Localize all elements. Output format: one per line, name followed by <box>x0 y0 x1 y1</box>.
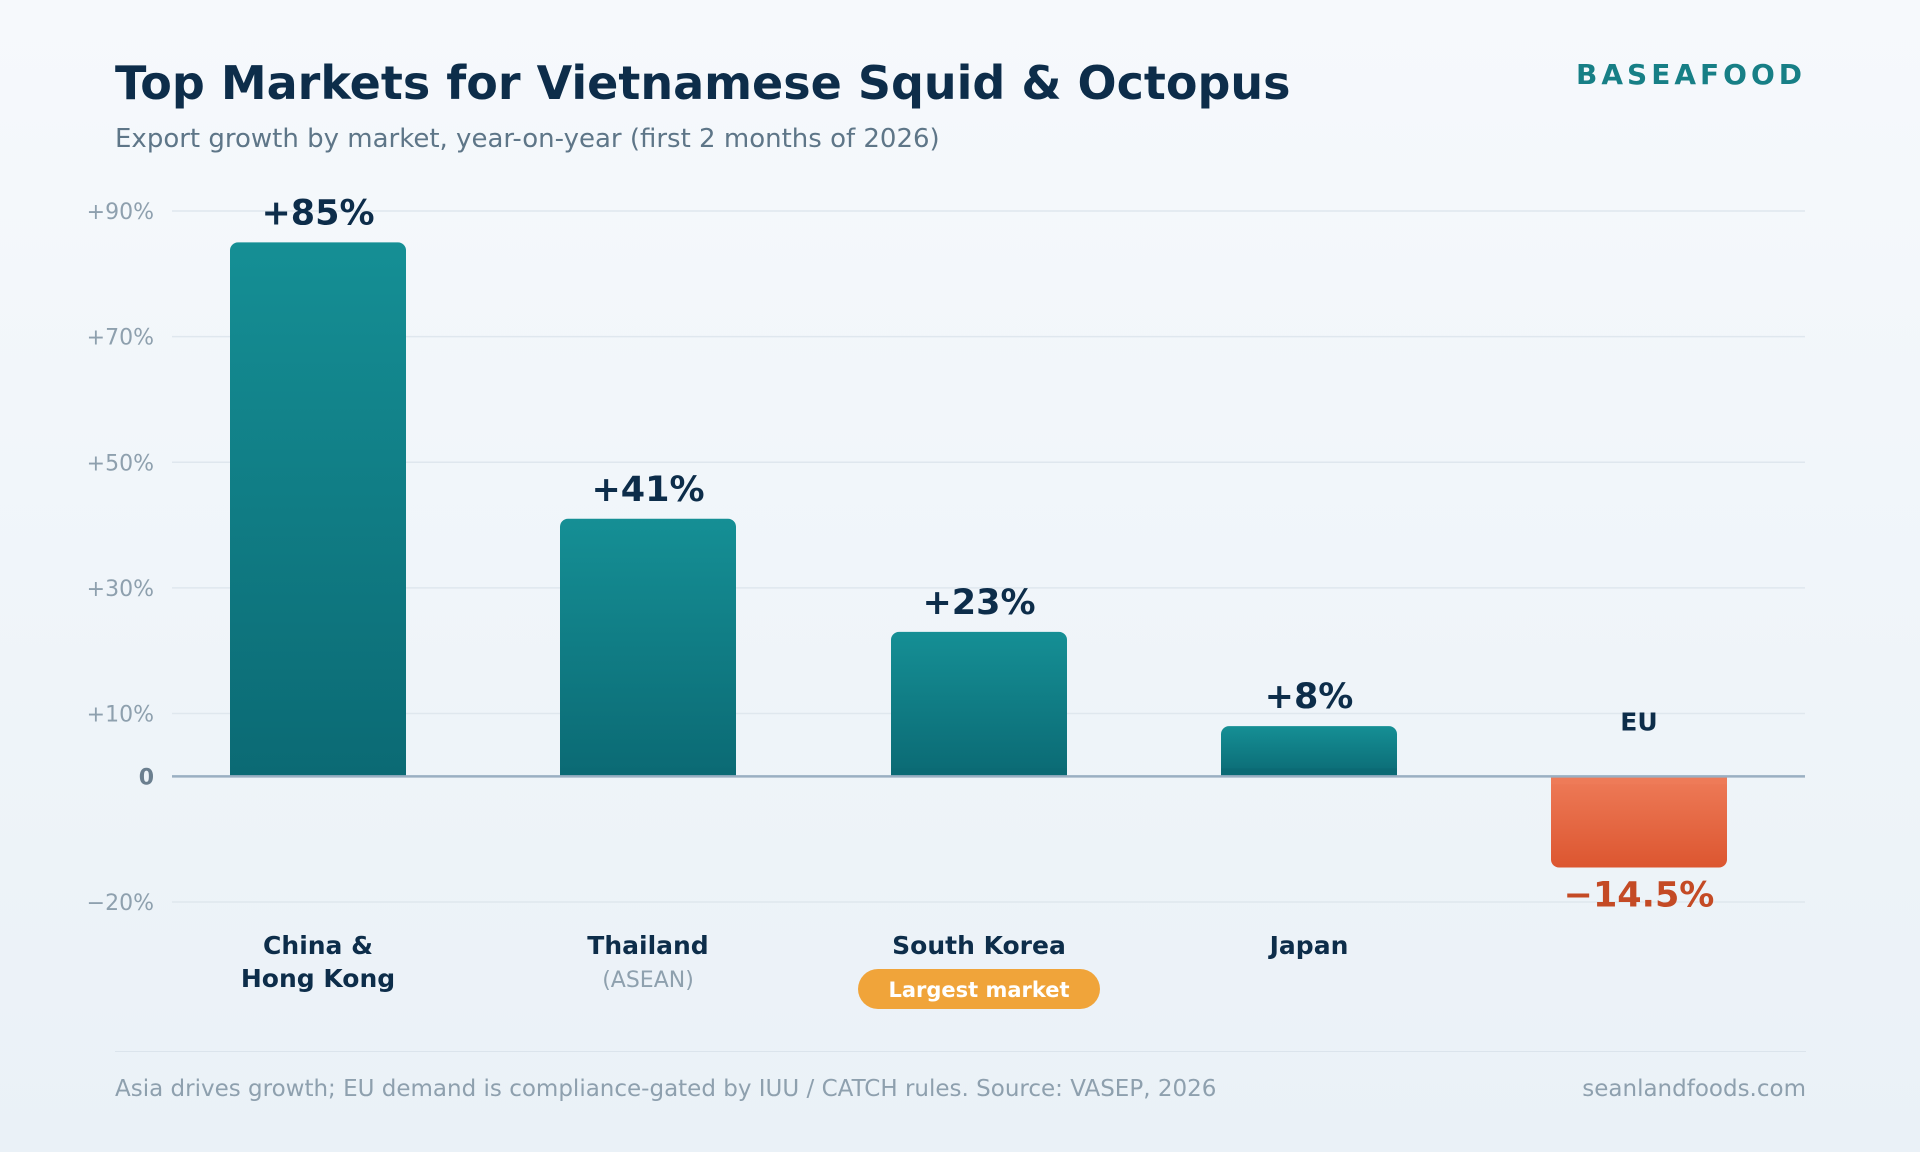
y-tick-label: +10% <box>87 703 154 728</box>
bar <box>891 631 1067 777</box>
footer-source-note: Asia drives growth; EU demand is complia… <box>115 1076 1217 1102</box>
category-label: Thailand <box>587 931 708 960</box>
bar <box>1221 726 1397 777</box>
category-label: EU <box>1620 707 1657 736</box>
category-label: Japan <box>1268 931 1349 960</box>
data-labels: +85% +41% +23% +8% −14.5% <box>261 193 1714 915</box>
data-label: +23% <box>922 583 1035 623</box>
bar-base <box>560 768 736 777</box>
bar-base <box>891 768 1067 777</box>
data-label: +85% <box>261 193 374 233</box>
bar-group <box>1551 776 1727 868</box>
y-tick-label: +90% <box>87 200 154 225</box>
bar-group <box>560 518 736 777</box>
bar-base <box>230 768 406 777</box>
y-tick-label: +70% <box>87 326 154 351</box>
bar-group <box>891 631 1067 777</box>
category-label: South Korea <box>892 931 1066 960</box>
y-tick-label: +30% <box>87 577 154 602</box>
data-label: +8% <box>1265 677 1354 717</box>
y-tick-label: +50% <box>87 451 154 476</box>
bar-base <box>1551 776 1727 785</box>
bar <box>560 518 736 777</box>
badge-label: Largest market <box>888 978 1069 1002</box>
bar-group <box>230 242 406 777</box>
bars <box>230 242 1727 868</box>
footer-divider <box>115 1051 1806 1052</box>
largest-market-badge <box>858 969 1100 1009</box>
bar-group <box>1221 726 1397 777</box>
data-label: +41% <box>591 470 704 510</box>
bar <box>1551 776 1727 868</box>
category-labels: China & Hong Kong Thailand (ASEAN) South Kor… <box>241 707 1658 1009</box>
chart-title: Top Markets for Vietnamese Squid & Octop… <box>115 56 1291 110</box>
category-label: Hong Kong <box>241 964 395 993</box>
y-tick-label: −20% <box>87 891 154 916</box>
category-sublabel: (ASEAN) <box>602 968 694 993</box>
chart-subtitle: Export growth by market, year-on-year (f… <box>115 124 940 154</box>
brand-logo: BASEAFOOD <box>1576 58 1806 91</box>
data-label: −14.5% <box>1564 875 1715 915</box>
y-axis-ticks: +90% +70% +50% +30% +10% 0 −20% <box>87 200 154 916</box>
bar-base <box>1221 768 1397 777</box>
category-label: China & <box>263 931 373 960</box>
footer-website: seanlandfoods.com <box>1582 1076 1806 1102</box>
y-tick-label: 0 <box>139 765 154 790</box>
bar <box>230 242 406 777</box>
